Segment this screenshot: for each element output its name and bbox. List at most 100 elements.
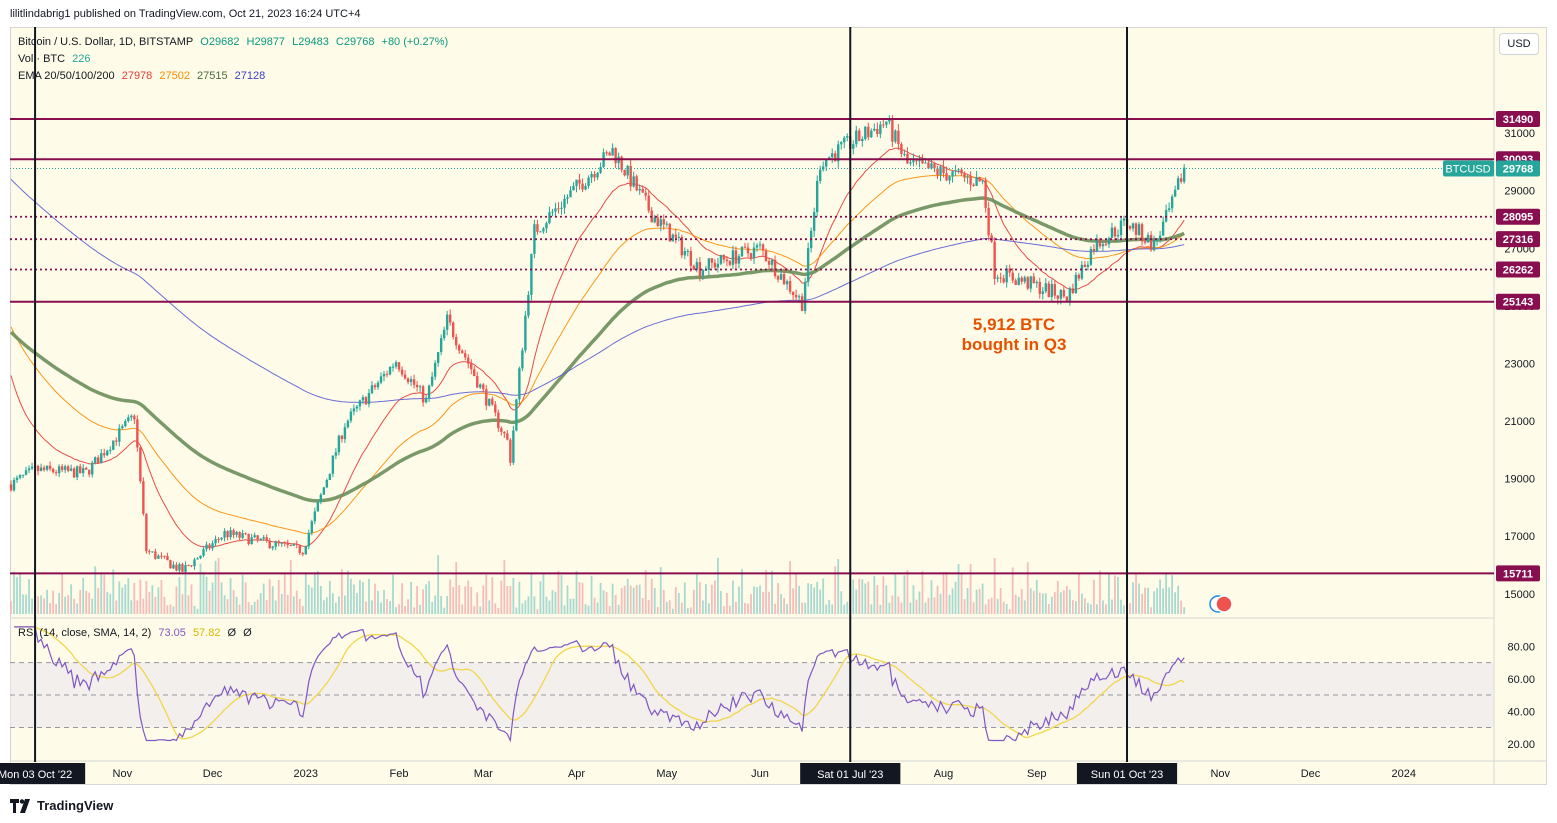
currency-button[interactable]: USD	[1499, 33, 1539, 55]
volume-bar	[337, 596, 340, 614]
candle-body	[803, 281, 807, 311]
volume-bar	[1014, 594, 1017, 614]
volume-bar	[900, 602, 903, 614]
volume-bar	[22, 594, 24, 614]
volume-bar	[1080, 593, 1083, 614]
volume-bar	[969, 564, 972, 614]
candle-body	[175, 564, 178, 571]
candle-body	[313, 511, 317, 522]
volume-bar	[37, 596, 39, 614]
date-marker-label-0: Mon 03 Oct '22	[0, 769, 72, 781]
candle-body	[373, 385, 377, 388]
candle-body	[623, 169, 626, 176]
volume-bar	[671, 608, 674, 614]
volume-bar	[927, 597, 930, 614]
candle-body	[497, 412, 500, 429]
candle-body	[69, 468, 73, 471]
volume-bar	[747, 603, 749, 614]
candle-body	[470, 363, 473, 370]
volume-bar	[85, 590, 88, 614]
volume-bar	[109, 593, 112, 614]
candle-body	[632, 176, 635, 187]
candle-body	[91, 462, 94, 475]
candle-body	[337, 435, 341, 453]
candle-body	[876, 128, 879, 135]
volume-bar	[226, 599, 229, 614]
candle-body	[506, 433, 509, 440]
candle-body	[725, 259, 729, 262]
candle-body	[259, 538, 262, 540]
candle-body	[533, 224, 536, 254]
candle-body	[1119, 220, 1123, 235]
volume-bar	[389, 601, 391, 614]
volume-bar	[753, 586, 755, 614]
price-level-tag-26262	[1496, 261, 1540, 278]
candle-body	[1023, 277, 1026, 282]
volume-bar	[133, 582, 136, 614]
volume-bar	[590, 575, 593, 614]
candle-body	[409, 379, 413, 383]
candle-body	[987, 207, 990, 236]
volume-bar	[596, 602, 599, 614]
candle-body	[626, 165, 629, 176]
volume-bar	[668, 600, 671, 614]
candle-body	[54, 472, 58, 474]
volume-bar	[575, 571, 578, 614]
candle-body	[12, 479, 16, 491]
ema-100-line	[9, 196, 1185, 503]
volume-bar	[301, 605, 304, 614]
volume-bar	[870, 604, 873, 614]
volume-bar	[539, 581, 542, 614]
candle-body	[527, 294, 530, 316]
candle-body	[963, 173, 966, 178]
volume-bar	[1065, 585, 1068, 614]
volume-bar	[732, 580, 734, 614]
volume-bar	[912, 585, 915, 614]
volume-bar	[659, 566, 662, 614]
volume-bar	[283, 573, 286, 614]
volume-bar	[374, 583, 376, 614]
legend-volume-label: Vol · BTC	[18, 53, 66, 65]
volume-bar	[58, 593, 61, 614]
volume-bar	[467, 580, 470, 614]
candle-body	[39, 467, 43, 472]
volume-bar	[738, 586, 740, 614]
volume-bar	[16, 577, 18, 614]
volume-bar	[605, 592, 608, 614]
volume-bar	[91, 598, 94, 614]
volume-bar	[401, 583, 403, 614]
volume-bar	[1183, 607, 1186, 614]
candle-body	[1167, 208, 1171, 211]
volume-bar	[31, 598, 33, 614]
volume-bar	[1123, 605, 1125, 614]
candle-body	[1044, 283, 1047, 292]
chart-frame[interactable]	[10, 27, 1547, 785]
candle-body	[328, 473, 332, 480]
volume-bar	[383, 589, 385, 614]
volume-bar	[792, 588, 795, 614]
candle-body	[542, 228, 545, 232]
volume-bar	[371, 600, 373, 614]
candle-body	[945, 173, 948, 181]
candle-body	[217, 538, 220, 540]
candle-body	[924, 162, 927, 164]
candle-body	[364, 397, 368, 405]
volume-bar	[205, 576, 208, 614]
date-marker-tag-0	[0, 763, 86, 784]
candle-body	[9, 484, 13, 491]
volume-bar	[449, 579, 452, 614]
price-level-tag-25143	[1496, 293, 1540, 310]
candle-body	[900, 144, 903, 154]
volume-bar	[163, 596, 166, 614]
candle-body	[316, 501, 320, 512]
volume-bar	[993, 558, 996, 614]
candle-body	[873, 128, 876, 131]
candle-body	[885, 121, 888, 125]
volume-bar	[431, 602, 434, 614]
candle-body	[539, 231, 542, 233]
candle-body	[1002, 278, 1005, 283]
volume-bar	[112, 569, 115, 614]
candle-body	[250, 537, 253, 545]
candle-body	[103, 453, 106, 456]
